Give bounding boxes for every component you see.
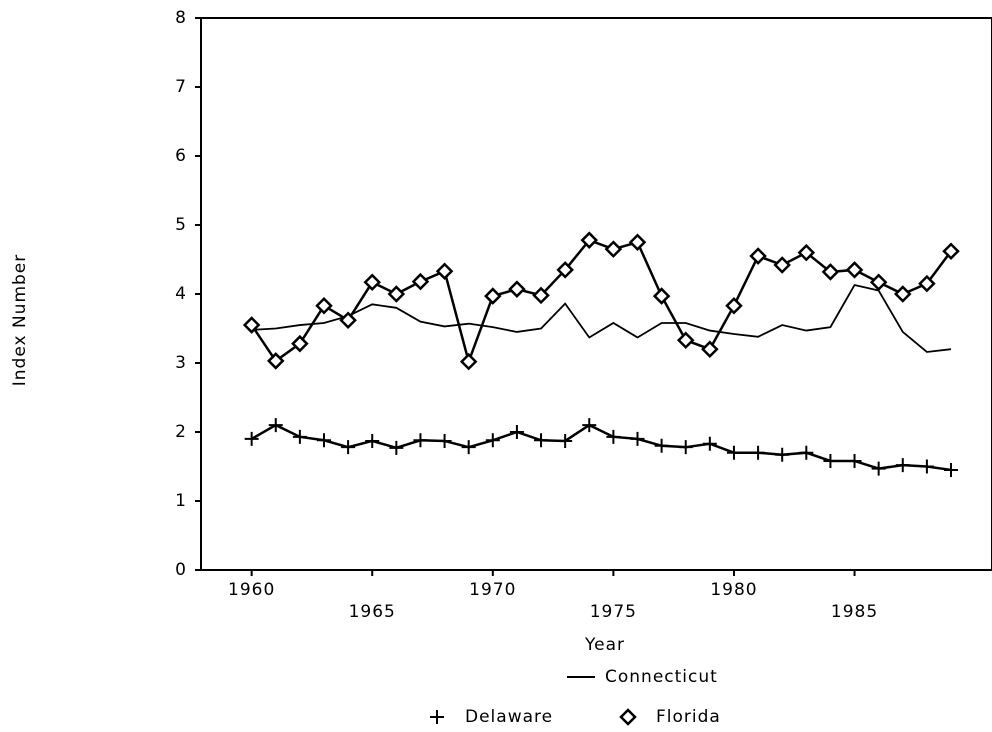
point xyxy=(461,440,476,455)
point xyxy=(606,429,621,444)
point xyxy=(845,261,864,279)
point xyxy=(339,311,357,329)
point xyxy=(485,433,500,448)
point xyxy=(387,285,406,303)
point xyxy=(725,296,743,315)
legend-label: Florida xyxy=(656,707,721,727)
point xyxy=(437,433,452,448)
y-tick-label: 3 xyxy=(175,353,187,373)
point xyxy=(266,352,285,370)
x-tick-label: 1960 xyxy=(228,580,275,600)
point xyxy=(315,296,333,315)
point xyxy=(676,331,695,349)
point xyxy=(847,453,862,468)
point xyxy=(292,429,307,444)
point xyxy=(341,440,356,455)
x-tick-label: 1985 xyxy=(831,602,878,622)
legend-swatch xyxy=(430,710,444,724)
x-tick-label: 1975 xyxy=(590,602,637,622)
point xyxy=(749,247,767,265)
point xyxy=(244,431,259,446)
point xyxy=(821,263,840,281)
point xyxy=(435,262,454,280)
point xyxy=(580,231,599,249)
point xyxy=(556,261,574,279)
y-tick-label: 7 xyxy=(175,77,187,97)
point xyxy=(532,286,550,305)
point xyxy=(509,425,524,439)
x-tick-label: 1965 xyxy=(349,602,396,622)
y-tick-label: 6 xyxy=(175,146,187,166)
point xyxy=(534,433,549,448)
series-line xyxy=(251,284,952,353)
point xyxy=(751,445,766,460)
point xyxy=(242,316,261,334)
point xyxy=(411,272,430,291)
point xyxy=(508,280,526,298)
x-tick-label: 1970 xyxy=(469,580,516,600)
point xyxy=(628,233,647,252)
y-tick-label: 1 xyxy=(175,491,187,511)
point xyxy=(484,287,502,305)
point xyxy=(413,433,428,448)
y-tick-label: 4 xyxy=(175,284,187,304)
y-tick-label: 8 xyxy=(175,8,187,28)
series-line xyxy=(251,423,952,472)
x-axis-label: Year xyxy=(584,635,625,655)
point xyxy=(652,287,671,305)
point xyxy=(604,240,623,258)
point xyxy=(726,445,741,460)
y-axis-label: Index Number xyxy=(10,254,30,387)
point xyxy=(919,459,934,474)
point xyxy=(365,433,380,448)
legend-label: Delaware xyxy=(465,707,553,727)
point xyxy=(775,447,790,462)
point xyxy=(894,285,912,303)
y-tick-label: 2 xyxy=(175,422,187,442)
point xyxy=(389,440,404,455)
point xyxy=(797,243,816,262)
point xyxy=(558,433,573,448)
point xyxy=(944,462,959,477)
point xyxy=(291,334,309,353)
y-tick-label: 5 xyxy=(175,215,187,235)
point xyxy=(654,438,669,453)
legend-swatch xyxy=(619,708,637,726)
plot-frame xyxy=(200,17,992,571)
point xyxy=(823,453,838,468)
point xyxy=(918,274,936,293)
legend-label: Connecticut xyxy=(605,667,718,687)
point xyxy=(773,256,791,274)
y-tick-label: 0 xyxy=(175,560,187,580)
point xyxy=(316,433,331,448)
point xyxy=(871,461,886,476)
point xyxy=(702,436,717,451)
point xyxy=(678,440,693,455)
point xyxy=(582,418,597,433)
point xyxy=(459,352,478,371)
point xyxy=(799,445,814,460)
point xyxy=(701,340,719,358)
x-tick-label: 1980 xyxy=(710,580,757,600)
point xyxy=(942,242,960,260)
point xyxy=(630,431,645,446)
point xyxy=(268,418,283,433)
point xyxy=(895,458,910,473)
point xyxy=(363,273,381,292)
point xyxy=(869,273,888,292)
